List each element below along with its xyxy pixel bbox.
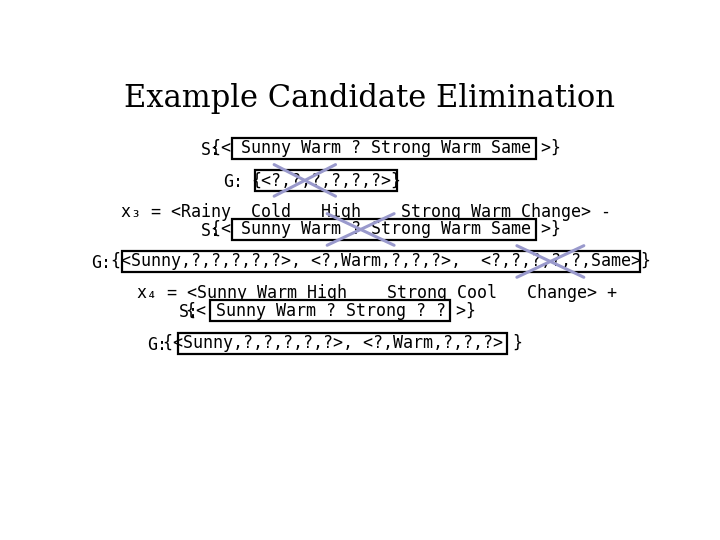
Text: G:: G: bbox=[147, 336, 167, 354]
FancyBboxPatch shape bbox=[122, 251, 640, 272]
Text: x₄ = <Sunny Warm High    Strong Cool   Change> +: x₄ = <Sunny Warm High Strong Cool Change… bbox=[138, 284, 618, 302]
Text: Example Candidate Elimination: Example Candidate Elimination bbox=[124, 83, 614, 113]
Text: G:: G: bbox=[91, 254, 111, 272]
Text: {<?,?,?,?,?,?>}: {<?,?,?,?,?,?>} bbox=[251, 171, 401, 190]
FancyBboxPatch shape bbox=[255, 170, 397, 191]
Text: {<Sunny,?,?,?,?,?>, <?,Warm,?,?,?> }: {<Sunny,?,?,?,?,?>, <?,Warm,?,?,?> } bbox=[163, 334, 523, 353]
Text: S:: S: bbox=[179, 303, 199, 321]
Text: x₃ = <Rainy  Cold   High    Strong Warm Change> -: x₃ = <Rainy Cold High Strong Warm Change… bbox=[121, 204, 611, 221]
Text: {<Sunny,?,?,?,?,?>, <?,Warm,?,?,?>,  <?,?,?,?,?,Same>}: {<Sunny,?,?,?,?,?>, <?,Warm,?,?,?>, <?,?… bbox=[112, 253, 652, 271]
Text: S:: S: bbox=[201, 141, 221, 159]
FancyBboxPatch shape bbox=[233, 138, 536, 159]
Text: G:: G: bbox=[223, 173, 243, 191]
FancyBboxPatch shape bbox=[233, 219, 536, 240]
FancyBboxPatch shape bbox=[210, 300, 450, 321]
Text: {< Sunny Warm ? Strong Warm Same >}: {< Sunny Warm ? Strong Warm Same >} bbox=[211, 139, 561, 157]
FancyBboxPatch shape bbox=[178, 333, 508, 354]
Text: S:: S: bbox=[201, 222, 221, 240]
Text: {< Sunny Warm ? Strong ? ? >}: {< Sunny Warm ? Strong ? ? >} bbox=[186, 301, 476, 320]
Text: {< Sunny Warm ? Strong Warm Same >}: {< Sunny Warm ? Strong Warm Same >} bbox=[211, 220, 561, 239]
